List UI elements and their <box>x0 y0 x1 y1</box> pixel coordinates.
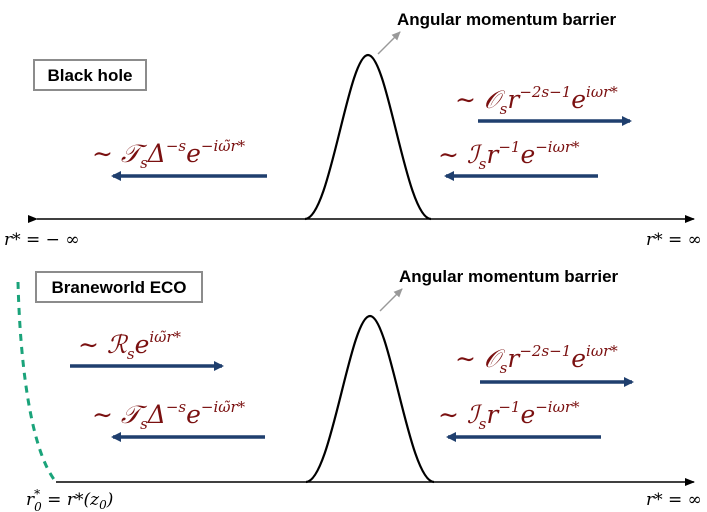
brane-boundary-dashed-curve <box>16 281 58 483</box>
black-hole-title-box: Black hole <box>33 59 147 91</box>
top-transmitted-wave-expression: ∼ 𝒯sΔ−se−iω̃r* <box>92 137 246 172</box>
top-barrier-pointer <box>377 31 401 55</box>
bottom-potential-barrier-curve <box>305 314 435 484</box>
black-hole-title: Black hole <box>47 66 132 85</box>
bottom-barrier-label: Angular momentum barrier <box>399 267 619 286</box>
top-panel: Black hole Angular momentum barrier r* =… <box>4 10 702 250</box>
top-incoming-wave-expression: ∼ ℐsr−1e−iωr* <box>438 138 580 173</box>
top-outgoing-wave-expression: ∼ 𝒪sr−2s−1eiωr* <box>455 83 618 118</box>
top-barrier-label: Angular momentum barrier <box>397 10 617 29</box>
bottom-reflected-wave-expression: ∼ ℛseiω̃r* <box>78 328 182 363</box>
top-axis-right-label: r* = ∞ <box>646 230 702 250</box>
bottom-axis-left-label: r* 0 = r*(z0) <box>26 487 113 512</box>
bottom-axis-right-label: r* = ∞ <box>646 490 702 510</box>
braneworld-eco-title: Braneworld ECO <box>51 278 186 297</box>
top-potential-barrier-curve <box>304 53 432 221</box>
bottom-outgoing-wave-expression: ∼ 𝒪sr−2s−1eiωr* <box>455 342 618 377</box>
bottom-transmitted-wave-expression: ∼ 𝒯sΔ−se−iω̃r* <box>92 398 246 433</box>
title-box-border <box>33 59 147 91</box>
title-box-border <box>35 271 203 303</box>
bottom-barrier-pointer <box>379 288 403 312</box>
bottom-incoming-wave-expression: ∼ ℐsr−1e−iωr* <box>438 398 580 433</box>
braneworld-eco-title-box: Braneworld ECO <box>35 271 203 303</box>
top-axis-left-label: r* = − ∞ <box>4 230 80 250</box>
bottom-panel: Braneworld ECO Angular momentum barrier … <box>16 267 702 512</box>
